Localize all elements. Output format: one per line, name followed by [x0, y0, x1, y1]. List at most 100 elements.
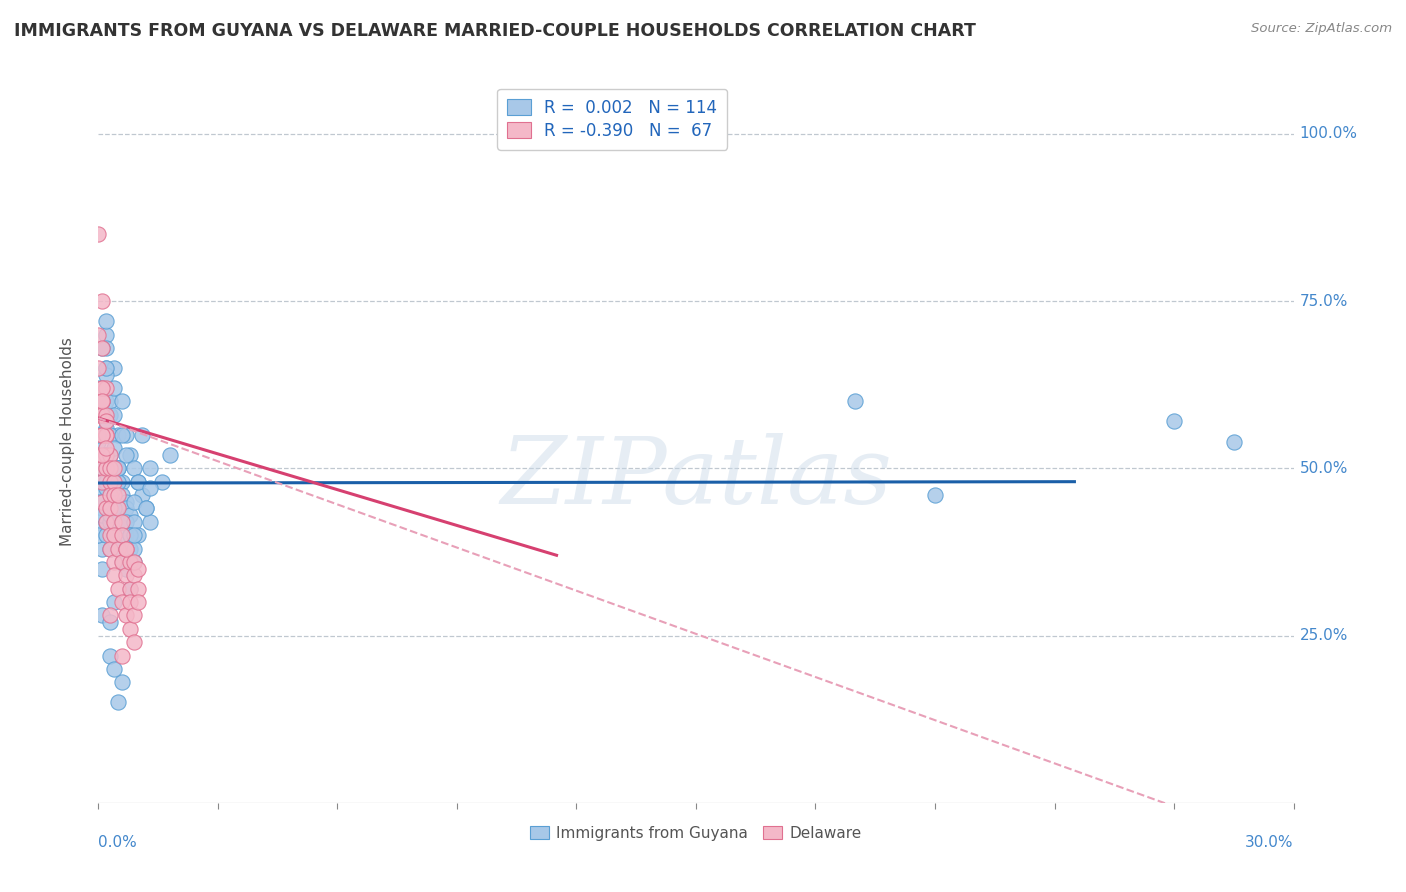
Point: [96, 368, 118, 382]
Point: [107, 488, 129, 502]
Point: [115, 541, 138, 556]
Point: [103, 488, 125, 502]
Point: [107, 461, 129, 475]
Point: [96, 408, 118, 422]
Point: [111, 528, 134, 542]
Point: [107, 541, 129, 556]
Point: [87, 381, 110, 395]
Point: [91, 294, 114, 309]
Text: Source: ZipAtlas.com: Source: ZipAtlas.com: [1251, 22, 1392, 36]
Point: [96, 515, 118, 529]
Point: [96, 442, 118, 455]
Point: [115, 515, 138, 529]
Point: [87, 427, 110, 442]
Point: [98, 541, 122, 556]
Point: [131, 427, 153, 442]
Text: 30.0%: 30.0%: [1246, 835, 1294, 850]
Point: [120, 508, 142, 523]
Point: [91, 608, 114, 623]
Point: [96, 341, 118, 355]
Point: [91, 427, 114, 442]
Point: [96, 475, 118, 489]
Text: 100.0%: 100.0%: [1299, 127, 1358, 141]
Point: [91, 494, 114, 508]
Y-axis label: Married-couple Households: Married-couple Households: [60, 337, 75, 546]
Point: [844, 394, 866, 409]
Point: [91, 381, 114, 395]
Point: [87, 461, 110, 475]
Point: [124, 461, 146, 475]
Point: [87, 494, 110, 508]
Point: [98, 427, 122, 442]
Point: [103, 595, 125, 609]
Point: [107, 461, 129, 475]
Point: [87, 327, 110, 342]
Point: [103, 515, 125, 529]
Point: [107, 541, 129, 556]
Point: [96, 327, 118, 342]
Point: [103, 361, 125, 376]
Point: [124, 555, 146, 569]
Point: [120, 622, 142, 636]
Point: [111, 515, 134, 529]
Point: [96, 528, 118, 542]
Point: [150, 475, 173, 489]
Point: [96, 361, 118, 376]
Point: [111, 555, 134, 569]
Point: [87, 515, 110, 529]
Point: [111, 595, 134, 609]
Point: [98, 448, 122, 462]
Text: 50.0%: 50.0%: [1299, 461, 1348, 475]
Point: [120, 582, 142, 596]
Point: [91, 448, 114, 462]
Point: [120, 448, 142, 462]
Point: [96, 475, 118, 489]
Point: [91, 341, 114, 355]
Point: [98, 608, 122, 623]
Point: [924, 488, 946, 502]
Point: [127, 595, 149, 609]
Point: [91, 427, 114, 442]
Point: [103, 528, 125, 542]
Point: [98, 448, 122, 462]
Point: [96, 421, 118, 435]
Point: [96, 482, 118, 496]
Point: [139, 515, 162, 529]
Text: 0.0%: 0.0%: [98, 835, 138, 850]
Point: [103, 442, 125, 455]
Point: [103, 568, 125, 582]
Point: [107, 461, 129, 475]
Point: [120, 595, 142, 609]
Point: [96, 414, 118, 429]
Point: [91, 394, 114, 409]
Point: [115, 541, 138, 556]
Point: [91, 381, 114, 395]
Point: [96, 475, 118, 489]
Point: [111, 475, 134, 489]
Point: [98, 508, 122, 523]
Point: [103, 528, 125, 542]
Point: [103, 381, 125, 395]
Point: [124, 515, 146, 529]
Point: [127, 562, 149, 576]
Point: [103, 408, 125, 422]
Point: [127, 475, 149, 489]
Point: [91, 494, 114, 508]
Point: [91, 541, 114, 556]
Point: [96, 501, 118, 516]
Point: [124, 568, 146, 582]
Point: [124, 608, 146, 623]
Point: [115, 568, 138, 582]
Point: [1163, 414, 1185, 429]
Point: [111, 675, 134, 690]
Point: [98, 648, 122, 663]
Point: [103, 482, 125, 496]
Point: [96, 448, 118, 462]
Point: [87, 361, 110, 376]
Point: [103, 662, 125, 676]
Point: [96, 314, 118, 328]
Point: [120, 528, 142, 542]
Point: [91, 508, 114, 523]
Point: [96, 448, 118, 462]
Point: [107, 475, 129, 489]
